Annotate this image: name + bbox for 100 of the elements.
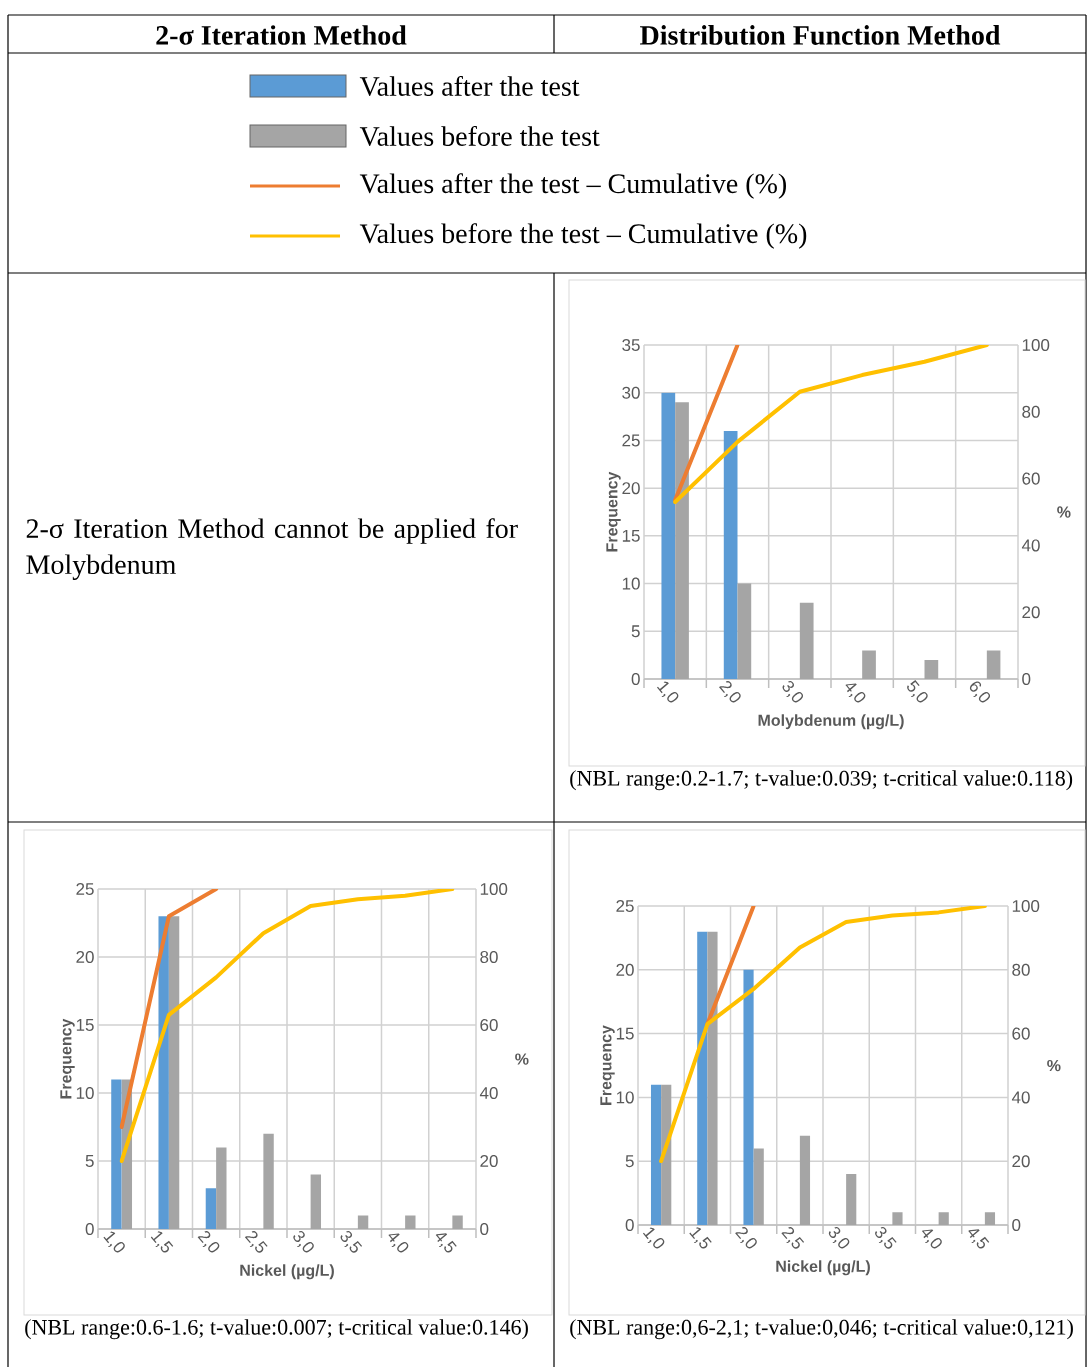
y2-tick-label: 20 xyxy=(480,1154,498,1168)
bar xyxy=(799,1135,811,1226)
y2-tick-label: 20 xyxy=(1012,1155,1030,1168)
x-tick-label: 2,0 xyxy=(719,680,741,703)
bar xyxy=(799,602,814,680)
bar xyxy=(753,1148,764,1226)
y-tick-label: 25 xyxy=(616,899,634,913)
y2-tick-label: 60 xyxy=(480,1018,498,1032)
y2-tick-label: 40 xyxy=(479,1086,498,1100)
x-axis-title: Molybdenum (µg/L) xyxy=(758,714,904,730)
bar xyxy=(158,916,169,1230)
bar xyxy=(650,1084,662,1226)
text: (NBL range:0.2-1.7; t-value:0.039; t-critical value:0.118) xyxy=(570,770,1073,791)
y-tick-label: 30 xyxy=(622,386,640,399)
y-axis-title: Frequency xyxy=(606,471,621,552)
x-tick-label: 2,5 xyxy=(244,1231,268,1253)
y-tick-label: 15 xyxy=(622,529,640,542)
y-tick-label: 5 xyxy=(631,625,640,638)
y2-tick-label: 60 xyxy=(1022,472,1040,485)
legend-label: Values before the test – Cumulative (%) xyxy=(359,223,807,249)
y-tick-label: 0 xyxy=(85,1222,94,1236)
bar xyxy=(737,583,752,680)
x-tick-label: 2,0 xyxy=(735,1227,757,1249)
y2-tick-label: 20 xyxy=(1022,606,1040,619)
x-tick-label: 3,0 xyxy=(828,1226,850,1249)
legend-label: Values after the test xyxy=(359,75,580,97)
bar xyxy=(938,1212,949,1226)
x-tick-label: 1,0 xyxy=(656,681,679,703)
text: 2-σ Iteration Method cannot be applied for Molybdenum xyxy=(26,518,518,580)
x-tick-label: 2,0 xyxy=(197,1231,220,1253)
x-tick-label: 1,5 xyxy=(150,1231,174,1253)
y2-tick-label: 80 xyxy=(1012,963,1030,976)
y-tick-label: 35 xyxy=(622,338,640,352)
y-tick-label: 0 xyxy=(631,672,640,686)
bar xyxy=(675,402,689,680)
x-tick-label: 4,0 xyxy=(921,1229,942,1249)
x-tick-label: 3,5 xyxy=(340,1230,363,1253)
y-tick-label: 0 xyxy=(625,1218,634,1232)
x-tick-label: 1,0 xyxy=(103,1231,125,1253)
bar xyxy=(452,1215,463,1230)
bar xyxy=(986,650,1001,680)
y2-tick-label: 0 xyxy=(1022,672,1031,686)
bar xyxy=(862,650,876,680)
x-tick-label: 4,5 xyxy=(435,1233,457,1253)
x-tick-label: 4,0 xyxy=(845,683,866,703)
y2-tick-label: 80 xyxy=(480,950,498,964)
bar xyxy=(697,931,708,1226)
y2-tick-label: 80 xyxy=(1022,405,1040,418)
y-axis-title: Frequency xyxy=(600,1025,615,1105)
text: (NBL range:0,6-2,1; t-value:0,046; t-critical value:0,121) xyxy=(570,1319,1073,1340)
bar xyxy=(661,392,676,680)
y2-tick-label: 100 xyxy=(480,882,508,896)
x-tick-label: 3,5 xyxy=(875,1226,897,1249)
x-tick-label: 3,0 xyxy=(293,1230,314,1253)
bar xyxy=(310,1174,322,1230)
bar xyxy=(892,1212,903,1226)
y2-tick-label: 40 xyxy=(1021,539,1040,552)
y2-tick-label: 0 xyxy=(480,1222,489,1236)
line-series xyxy=(659,906,987,1164)
bar xyxy=(205,1188,217,1230)
x-tick-label: 4,5 xyxy=(968,1229,990,1249)
y2-axis-title: % xyxy=(1047,1059,1061,1072)
y-tick-label: 20 xyxy=(76,950,94,964)
bar xyxy=(846,1173,857,1226)
x-tick-label: 4,0 xyxy=(388,1233,409,1253)
bar xyxy=(357,1215,369,1230)
x-tick-label: 1,0 xyxy=(642,1227,665,1249)
y-tick-label: 25 xyxy=(76,882,94,896)
x-tick-label: 6,0 xyxy=(969,681,991,703)
x-tick-label: 3,0 xyxy=(782,680,804,703)
y2-axis-title: % xyxy=(1057,506,1071,518)
y-tick-label: 10 xyxy=(76,1086,94,1100)
line-series xyxy=(119,889,455,1164)
bar xyxy=(111,1079,122,1230)
text: 2-σ Iteration Method xyxy=(156,25,407,45)
y2-tick-label: 40 xyxy=(1011,1091,1030,1104)
y2-tick-label: 60 xyxy=(1012,1027,1030,1040)
chart-title: Distribution Function Method xyxy=(640,25,1001,45)
bar xyxy=(924,659,939,680)
x-axis-title: Nickel (µg/L) xyxy=(776,1260,870,1276)
bar xyxy=(405,1215,416,1230)
line-series xyxy=(673,345,989,504)
x-tick-label: 5,0 xyxy=(907,680,928,703)
y-tick-label: 20 xyxy=(622,482,640,495)
bar xyxy=(168,916,180,1230)
x-tick-label: 2,5 xyxy=(781,1227,805,1249)
x-axis-title: Nickel (µg/L) xyxy=(240,1264,334,1280)
y2-tick-label: 100 xyxy=(1012,899,1040,913)
legend-label: Values after the test – Cumulative (%) xyxy=(359,173,786,199)
y-tick-label: 20 xyxy=(616,963,634,976)
bar xyxy=(743,969,754,1226)
bar xyxy=(263,1133,274,1230)
y-tick-label: 25 xyxy=(622,434,640,447)
y-axis-title: Frequency xyxy=(60,1018,75,1099)
x-tick-label: 1,5 xyxy=(689,1227,712,1249)
y-tick-label: 15 xyxy=(616,1027,634,1040)
y-tick-label: 15 xyxy=(76,1019,94,1031)
y-tick-label: 10 xyxy=(622,577,640,590)
y2-tick-label: 0 xyxy=(1012,1218,1021,1232)
bar xyxy=(984,1212,996,1226)
